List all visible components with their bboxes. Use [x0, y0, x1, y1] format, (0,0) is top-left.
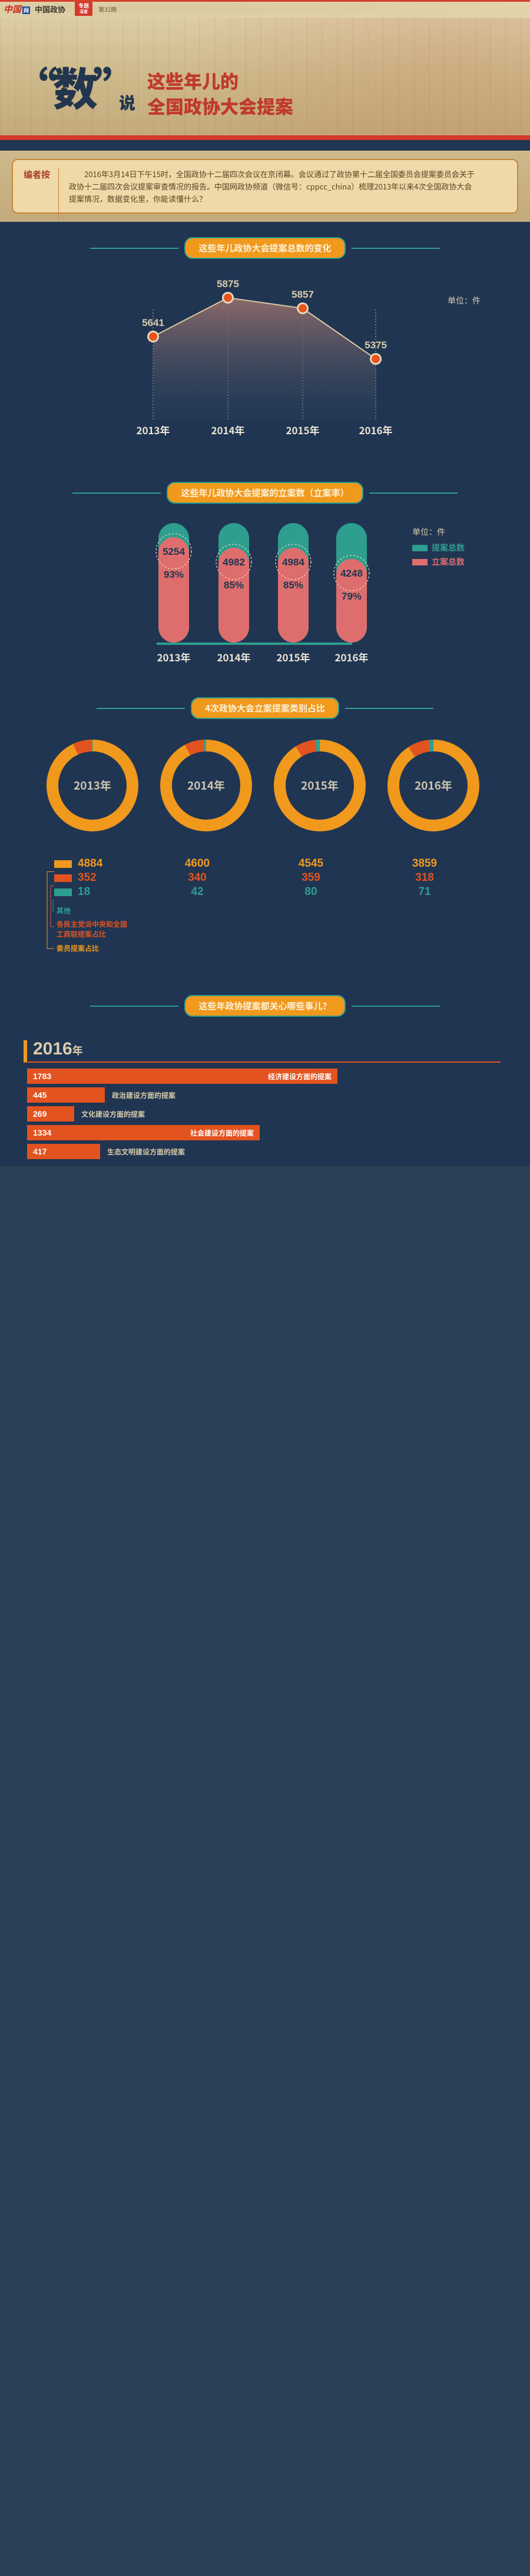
svg-text:4600: 4600 [185, 857, 210, 870]
svg-text:4545: 4545 [299, 857, 324, 870]
svg-text:5857: 5857 [292, 289, 314, 300]
svg-text:工商联提案占比: 工商联提案占比 [57, 929, 106, 939]
svg-text:2016年: 2016年 [334, 650, 368, 664]
svg-text:2015年: 2015年 [286, 422, 319, 437]
svg-text:2014年: 2014年 [187, 777, 225, 793]
svg-text:2013年: 2013年 [74, 777, 111, 793]
svg-text:85%: 85% [224, 580, 244, 591]
svg-text:79%: 79% [342, 591, 362, 602]
svg-text:85%: 85% [283, 580, 303, 591]
svg-text:4884: 4884 [78, 857, 103, 870]
svg-text:71: 71 [418, 886, 431, 898]
svg-text:2016年: 2016年 [359, 422, 392, 437]
svg-text:其他: 其他 [57, 906, 71, 916]
svg-text:340: 340 [188, 871, 207, 884]
svg-text:2015年: 2015年 [301, 777, 339, 793]
svg-text:2013年: 2013年 [157, 650, 190, 664]
svg-text:委员提案占比: 委员提案占比 [57, 943, 99, 953]
svg-text:2014年: 2014年 [211, 422, 244, 437]
svg-text:93%: 93% [164, 569, 184, 580]
svg-text:18: 18 [78, 886, 90, 898]
svg-text:5875: 5875 [217, 278, 239, 289]
svg-text:2013年: 2013年 [136, 422, 170, 437]
svg-text:2015年: 2015年 [276, 650, 310, 664]
svg-text:立案总数: 立案总数 [432, 556, 465, 568]
svg-text:单位：件: 单位：件 [448, 295, 481, 307]
svg-text:4248: 4248 [340, 568, 363, 579]
svg-text:2016年: 2016年 [415, 777, 452, 793]
svg-text:单位：件: 单位：件 [412, 526, 445, 538]
svg-text:5641: 5641 [142, 317, 164, 328]
svg-text:318: 318 [415, 871, 434, 884]
svg-text:提案总数: 提案总数 [432, 542, 465, 554]
svg-text:2014年: 2014年 [217, 650, 250, 664]
svg-text:5254: 5254 [163, 546, 185, 557]
svg-text:各民主党派中央和全国: 各民主党派中央和全国 [57, 919, 127, 929]
svg-text:4982: 4982 [223, 557, 245, 568]
svg-text:5375: 5375 [365, 340, 387, 351]
svg-text:352: 352 [78, 871, 97, 884]
svg-text:4984: 4984 [282, 557, 304, 568]
svg-text:80: 80 [304, 886, 317, 898]
svg-text:3859: 3859 [412, 857, 437, 870]
svg-text:359: 359 [302, 871, 320, 884]
svg-text:42: 42 [191, 886, 203, 898]
